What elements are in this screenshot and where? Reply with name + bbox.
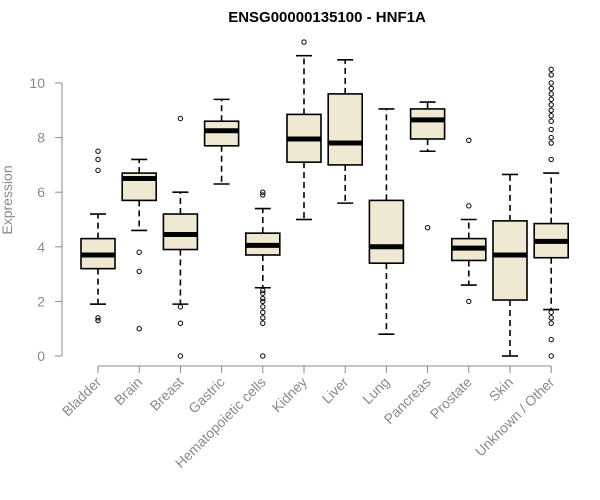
outlier-point — [548, 126, 554, 133]
box-group — [533, 66, 570, 359]
outlier-point — [260, 353, 266, 359]
outlier-point — [548, 85, 554, 92]
y-axis: 0 2 4 6 8 10 — [29, 75, 63, 364]
box — [162, 213, 199, 251]
x-tick-label: Breast — [147, 374, 187, 414]
outlier-point — [548, 336, 554, 343]
outlier-point — [260, 189, 266, 195]
outlier-point — [548, 107, 554, 114]
box-group — [203, 98, 240, 185]
y-tick-label: 10 — [29, 75, 45, 91]
outlier-point — [136, 268, 142, 275]
y-tick-label: 0 — [37, 348, 45, 364]
box — [327, 93, 364, 166]
outlier-point — [136, 249, 142, 255]
outlier-point — [95, 317, 101, 324]
x-tick-label: Prostate — [427, 374, 475, 422]
outlier-point — [548, 66, 554, 73]
y-tick-label: 4 — [37, 239, 45, 255]
outlier-point — [260, 320, 266, 326]
outlier-point — [95, 148, 101, 154]
outlier-point — [260, 315, 266, 321]
y-axis-label: Expression — [0, 165, 15, 234]
outlier-point — [260, 304, 266, 310]
plot-area — [80, 39, 570, 359]
outlier-point — [548, 80, 554, 86]
box-group — [162, 115, 199, 359]
box — [368, 199, 405, 264]
outlier-point — [95, 156, 101, 163]
outlier-point — [177, 304, 184, 310]
outlier-point — [548, 118, 554, 124]
box-group — [245, 189, 281, 359]
box-group — [327, 58, 364, 204]
box — [492, 220, 528, 301]
box — [203, 120, 240, 147]
outlier-point — [466, 137, 472, 144]
chart-title: ENSG00000135100 - HNF1A — [228, 9, 426, 26]
box-group — [368, 108, 405, 335]
x-tick-label: Skin — [486, 374, 517, 405]
outlier-point — [548, 72, 554, 78]
outlier-point — [548, 156, 554, 163]
box-group — [80, 148, 116, 324]
outlier-point — [260, 192, 266, 198]
x-tick-label: Kidney — [269, 374, 311, 416]
box-group — [286, 39, 322, 221]
outlier-point — [548, 91, 554, 97]
outlier-point — [548, 96, 554, 103]
outlier-point — [548, 113, 554, 119]
outlier-point — [177, 353, 184, 359]
x-tick-label: Liver — [319, 374, 352, 407]
x-tick-label: Lung — [359, 374, 392, 407]
outlier-point — [548, 140, 554, 146]
box-group — [409, 101, 446, 231]
outlier-point — [424, 224, 431, 231]
y-tick-label: 6 — [37, 184, 45, 200]
outlier-point — [466, 203, 472, 209]
outlier-point — [95, 167, 101, 174]
outlier-point — [548, 315, 554, 321]
box — [409, 108, 446, 140]
outlier-point — [301, 39, 307, 45]
y-tick-label: 2 — [37, 293, 45, 309]
x-tick-label: Bladder — [59, 374, 105, 420]
outlier-point — [548, 320, 554, 326]
outlier-point — [260, 298, 266, 305]
outlier-point — [260, 287, 266, 294]
box-group — [121, 158, 157, 332]
outlier-point — [466, 298, 472, 305]
x-tick-label: Brain — [111, 374, 145, 408]
outlier-point — [136, 326, 142, 332]
outlier-point — [260, 290, 266, 296]
outlier-point — [548, 309, 554, 316]
box-group — [450, 137, 487, 305]
outlier-point — [548, 353, 554, 359]
outlier-point — [177, 115, 184, 122]
y-tick-label: 8 — [37, 130, 45, 146]
outlier-point — [177, 320, 184, 326]
outlier-point — [260, 295, 266, 302]
outlier-point — [548, 134, 554, 141]
outlier-point — [260, 309, 266, 316]
outlier-point — [95, 315, 101, 321]
outlier-point — [548, 102, 554, 108]
box-group — [492, 173, 528, 357]
